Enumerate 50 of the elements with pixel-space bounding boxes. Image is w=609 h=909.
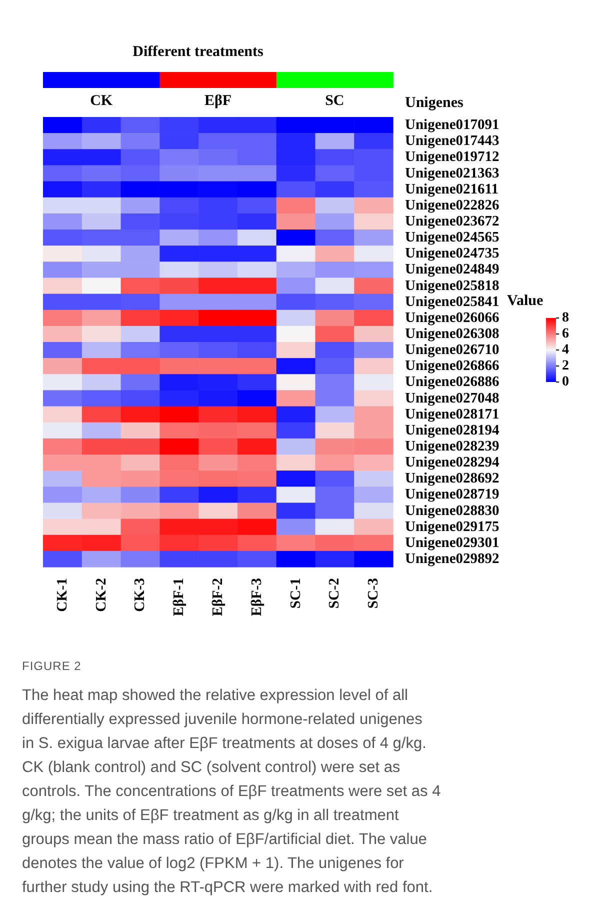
y-tick-label: Unigene019712 xyxy=(405,149,500,166)
y-tick-label: Unigene023672 xyxy=(405,213,500,230)
text: EβF xyxy=(204,93,232,109)
y-tick-label: Unigene026710 xyxy=(405,342,500,358)
y-tick-label: Unigene028239 xyxy=(405,438,500,454)
color-bar-label: 8 xyxy=(562,310,569,326)
y-tick-label: Unigene021611 xyxy=(405,181,498,198)
text: CK xyxy=(90,93,113,109)
y-tick-label: Unigene026866 xyxy=(405,358,500,374)
y-tick-label: Unigene028294 xyxy=(405,454,500,471)
color-bar-label: 2 xyxy=(562,358,569,374)
x-tick-label: SC-1 xyxy=(288,578,304,609)
y-tick-label: Unigene021363 xyxy=(405,165,500,182)
y-tick-label: Unigene027048 xyxy=(405,390,500,406)
y-tick-label: Unigene028194 xyxy=(405,422,500,438)
chart-title: Different treatments xyxy=(132,44,264,60)
x-tick-label: CK-2 xyxy=(93,578,110,612)
x-tick-label: CK-3 xyxy=(132,578,148,612)
text: SC xyxy=(325,93,344,109)
y-tick-label: Unigene017091 xyxy=(405,117,500,134)
y-axis-title: Unigenes xyxy=(405,95,464,111)
y-tick-label: Unigene022826 xyxy=(405,197,500,214)
x-tick-label: SC-2 xyxy=(326,578,343,609)
y-tick-label: Unigene017443 xyxy=(405,133,500,150)
y-tick-label: Unigene029892 xyxy=(405,550,500,567)
x-tick-label: CK-1 xyxy=(54,578,70,612)
caption: FIGURE 2 xyxy=(22,659,82,673)
y-tick-label: Unigene025818 xyxy=(405,278,500,294)
y-tick-label: Unigene026308 xyxy=(405,326,500,342)
y-tick-label: Unigene029175 xyxy=(405,518,500,535)
color-bar-label: 0 xyxy=(562,374,569,390)
y-tick-label: Unigene024849 xyxy=(405,262,500,278)
y-tick-label: Unigene026066 xyxy=(405,310,500,326)
color-bar-label: 4 xyxy=(562,342,569,358)
x-tick-label: EβF-2 xyxy=(210,578,226,616)
y-tick-label: Unigene024735 xyxy=(405,246,500,262)
y-tick-label: Unigene025841 xyxy=(405,294,500,310)
y-tick-label: Unigene026886 xyxy=(405,374,500,390)
color-bar-label: 6 xyxy=(562,326,569,342)
x-tick-label: EβF-1 xyxy=(171,578,188,616)
x-tick-label: EβF-3 xyxy=(248,578,265,616)
y-tick-label: Unigene028830 xyxy=(405,502,500,519)
y-tick-label: Unigene029301 xyxy=(405,534,500,551)
x-tick-label: SC-3 xyxy=(366,578,382,609)
color-bar-title: Value xyxy=(507,293,544,309)
y-tick-label: Unigene028719 xyxy=(405,486,500,503)
y-tick-label: Unigene024565 xyxy=(405,230,500,246)
y-tick-label: Unigene028692 xyxy=(405,470,500,487)
text: The heat map showed the relative expression level of all differentially expressed juvenile hormone-related unigenes in S. exigua larvae after EβF treatments at doses of 4 g/kg. CK (blank control) and SC (solvent control) were set as controls. The concentrations of EβF treatments were set as 4 g/kg; the units of EβF treatment as g/kg in all treatment groups mean the mass ratio of EβF/artificial diet. The value denotes the value of log2 (FPKM + 1). The unigenes for further study using the RT-qPCR were marked with red font. xyxy=(22,687,441,896)
y-tick-label: Unigene028171 xyxy=(405,406,500,422)
